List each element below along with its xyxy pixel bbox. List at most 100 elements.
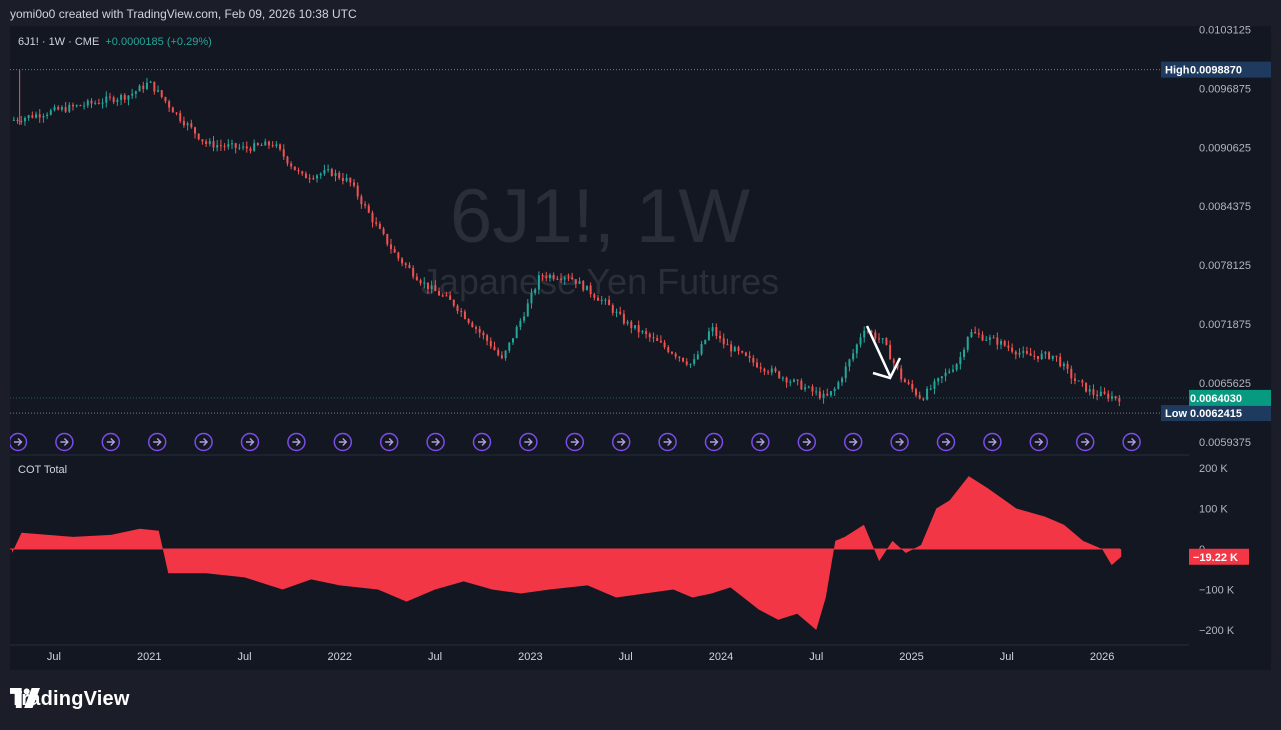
candle-body	[35, 114, 38, 118]
candle-body	[101, 102, 104, 104]
candle-body	[72, 104, 75, 107]
candle-body	[556, 278, 559, 280]
dividend-marker-icon[interactable]	[101, 432, 121, 452]
dividend-marker-icon[interactable]	[843, 432, 863, 452]
candle-body	[434, 285, 437, 292]
candle-body	[1073, 378, 1076, 381]
dividend-marker-icon[interactable]	[10, 432, 28, 452]
tradingview-logo[interactable]: TradingView	[10, 688, 130, 711]
candle-body	[171, 107, 174, 113]
candle-body	[60, 107, 63, 110]
dividend-marker-icon[interactable]	[751, 432, 770, 452]
candle-body	[519, 320, 522, 327]
candle-body	[859, 337, 862, 345]
dividend-marker-icon[interactable]	[519, 432, 538, 452]
candle-body	[134, 91, 137, 94]
dividend-marker-arrow	[1127, 438, 1137, 446]
candle-body	[955, 364, 958, 370]
dividend-marker-arrow	[199, 438, 209, 446]
dividend-marker-icon[interactable]	[797, 432, 817, 452]
candle-body	[382, 228, 385, 235]
candle-body	[393, 249, 396, 253]
candle-body	[463, 311, 466, 320]
candle-body	[700, 343, 703, 355]
dividend-marker-icon[interactable]	[333, 432, 353, 452]
price-axis-label: 0.0065625	[1199, 378, 1251, 390]
candle-body	[123, 95, 126, 100]
candle-body	[715, 327, 718, 336]
candle-body	[726, 344, 729, 346]
dividend-marker-icon[interactable]	[379, 432, 399, 452]
candle-body	[53, 107, 56, 111]
dividend-marker-icon[interactable]	[426, 432, 445, 452]
chart-area[interactable]: 6J1!, 1W Japanese Yen Futures Jul 2021 Jul 20…	[10, 26, 1189, 670]
price-axis-label: 0.0078125	[1199, 260, 1251, 272]
candle-body	[863, 330, 866, 338]
candle-body	[127, 95, 130, 100]
candle-body	[157, 90, 160, 92]
dividend-marker-icon[interactable]	[55, 432, 74, 452]
dividend-marker-icon[interactable]	[240, 432, 260, 452]
candle-body	[212, 141, 215, 148]
candle-body	[560, 278, 563, 280]
candle-body	[138, 85, 141, 92]
candle-body	[38, 114, 41, 118]
candle-body	[467, 319, 470, 323]
candle-body	[922, 398, 925, 400]
dividend-marker-icon[interactable]	[1122, 432, 1141, 452]
candle-body	[907, 382, 910, 384]
price-axis-label: 0.0059375	[1199, 437, 1251, 449]
indicator-legend[interactable]: COT Total	[18, 464, 68, 476]
candle-body	[645, 331, 648, 334]
candle-body	[438, 291, 441, 296]
dividend-marker-icon[interactable]	[1029, 432, 1049, 452]
time-axis-label: Jul	[47, 651, 61, 663]
candle-body	[375, 222, 378, 224]
cot-axis-label: 200 K	[1199, 463, 1228, 475]
candle-body	[271, 145, 274, 147]
time-axis-label: 2024	[709, 651, 733, 663]
dividend-marker-icon[interactable]	[658, 432, 677, 452]
candle-body	[131, 93, 134, 96]
candle-body	[482, 332, 485, 336]
dividend-marker-icon[interactable]	[287, 432, 306, 452]
dividend-marker-icon[interactable]	[936, 432, 956, 452]
candle-body	[164, 97, 167, 102]
dividend-marker-icon[interactable]	[194, 432, 213, 452]
candle-body	[1033, 355, 1036, 357]
price-tag-bg	[1189, 389, 1271, 406]
candle-body	[641, 331, 644, 333]
dividend-marker-icon[interactable]	[472, 432, 492, 452]
candle-body	[267, 141, 270, 146]
dividend-marker-icon[interactable]	[890, 432, 909, 452]
dividend-marker-icon[interactable]	[704, 432, 724, 452]
candle-body	[722, 338, 725, 345]
candle-body	[996, 337, 999, 345]
dividend-marker-icon[interactable]	[983, 432, 1002, 452]
candle-body	[567, 277, 570, 279]
price-axis[interactable]: 0.0103125 0.0096875 0.0090625 0.0084375 0.00…	[1189, 26, 1271, 670]
candle-body	[948, 371, 951, 373]
candle-body	[1099, 391, 1102, 397]
candle-body	[356, 185, 359, 197]
time-axis-label: 2026	[1090, 651, 1114, 663]
candle-body	[992, 337, 995, 339]
dividend-marker-arrow	[292, 438, 301, 446]
candle-body	[1044, 352, 1047, 354]
price-axis-svg[interactable]: 0.0103125 0.0096875 0.0090625 0.0084375 0.00…	[1189, 26, 1271, 670]
arrow-annotation-icon	[865, 325, 892, 377]
candle-body	[352, 182, 355, 186]
cot-axis-label: 100 K	[1199, 504, 1228, 516]
dividend-marker-icon[interactable]	[147, 432, 167, 452]
candle-body	[175, 112, 178, 114]
dividend-marker-icon[interactable]	[1075, 432, 1095, 452]
dividend-marker-icon[interactable]	[611, 432, 631, 452]
candle-body	[597, 297, 600, 301]
symbol-legend[interactable]: 6J1! · 1W · CME +0.0000185 (+0.29%)	[18, 36, 212, 48]
candle-body	[811, 386, 814, 392]
time-axis-label: 2025	[899, 651, 923, 663]
dividend-marker-arrow	[849, 438, 858, 446]
candle-body	[763, 368, 766, 372]
dividend-marker-icon[interactable]	[565, 432, 585, 452]
